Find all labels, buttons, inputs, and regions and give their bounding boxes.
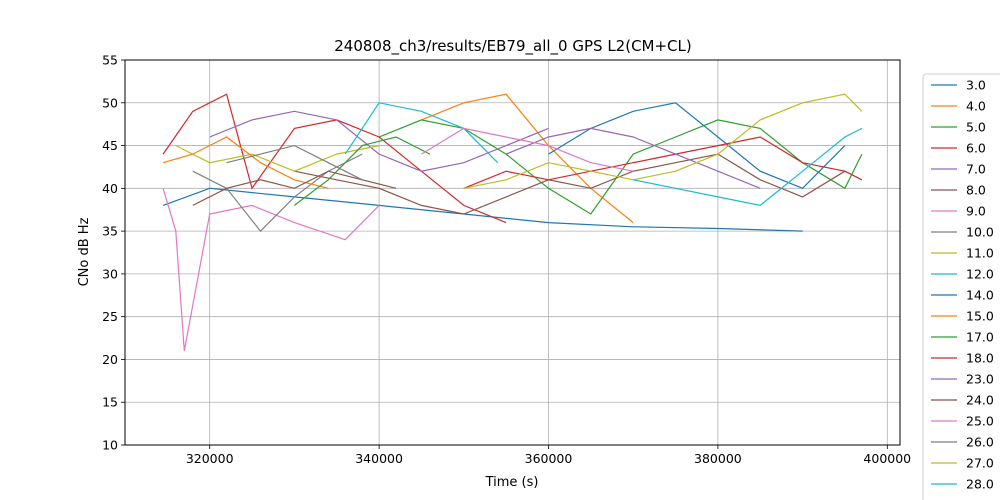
legend-label: 24.0 [966, 393, 994, 408]
legend-label: 11.0 [966, 246, 994, 261]
legend-label: 26.0 [966, 435, 994, 450]
series-line-6-0 [162, 93, 507, 224]
y-tick-label: 50 [102, 95, 118, 110]
plot-clip-group [162, 93, 863, 352]
x-tick-label: 380000 [694, 451, 742, 466]
legend-label: 6.0 [966, 141, 986, 156]
legend-label: 10.0 [966, 225, 994, 240]
x-tick-label: 360000 [525, 451, 573, 466]
series-line-26-0 [226, 144, 363, 181]
series-group [162, 93, 863, 352]
series-line-25-0 [421, 127, 634, 172]
x-tick-label: 400000 [863, 451, 911, 466]
series-line-28-0 [633, 127, 863, 207]
x-tick-label: 320000 [186, 451, 234, 466]
legend-label: 4.0 [966, 99, 986, 114]
y-tick-label: 25 [102, 309, 118, 324]
y-tick-label: 15 [102, 395, 118, 410]
legend-label: 15.0 [966, 309, 994, 324]
series-line-7-0 [209, 110, 549, 172]
legend-label: 14.0 [966, 288, 994, 303]
y-axis: 10 15 20 25 30 35 40 45 50 55 [102, 53, 125, 453]
y-tick-label: 55 [102, 53, 118, 68]
y-tick-label: 40 [102, 181, 118, 196]
series-line-9-0 [162, 188, 380, 352]
legend-label: 27.0 [966, 456, 994, 471]
series-line-8-0 [294, 153, 846, 215]
series-line-4-0 [421, 93, 634, 224]
series-line-14-0 [548, 102, 846, 190]
legend-label: 28.0 [966, 477, 994, 492]
legend-label: 30.0 [966, 498, 994, 500]
legend-label: 5.0 [966, 120, 986, 135]
legend-label: 3.0 [966, 78, 986, 93]
legend-box [922, 73, 1000, 500]
y-tick-label: 30 [102, 266, 118, 281]
series-line-12-0 [344, 102, 499, 164]
legend-label: 9.0 [966, 204, 986, 219]
chart-title: 240808_ch3/results/EB79_all_0 GPS L2(CM+… [334, 37, 692, 56]
y-axis-title: CNo dB Hz [77, 217, 92, 286]
legend-label: 17.0 [966, 330, 994, 345]
y-tick-label: 20 [102, 352, 118, 367]
legend-label: 12.0 [966, 267, 994, 282]
legend-label: 7.0 [966, 162, 986, 177]
series-line-23-0 [505, 127, 761, 189]
legend-label: 18.0 [966, 351, 994, 366]
x-axis-title: Time (s) [485, 475, 539, 490]
series-line-11-0 [175, 145, 380, 172]
y-tick-label: 10 [102, 438, 118, 453]
legend-label: 8.0 [966, 183, 986, 198]
series-line-27-0 [463, 93, 863, 189]
legend-label: 23.0 [966, 372, 994, 387]
series-line-15-0 [162, 136, 329, 189]
series-line-10-0 [192, 153, 363, 233]
plot-frame [124, 59, 901, 446]
legend: 3.0 4.0 5.0 6.0 7.0 8.0 9.0 10.0 11.0 12.0 14.0 15.… [922, 73, 1000, 500]
y-tick-label: 35 [102, 224, 118, 239]
y-tick-label: 45 [102, 138, 118, 153]
series-line-17-0 [294, 136, 431, 206]
x-axis: 320000 340000 360000 380000 400000 [186, 445, 911, 466]
x-tick-label: 340000 [355, 451, 403, 466]
legend-label: 25.0 [966, 414, 994, 429]
